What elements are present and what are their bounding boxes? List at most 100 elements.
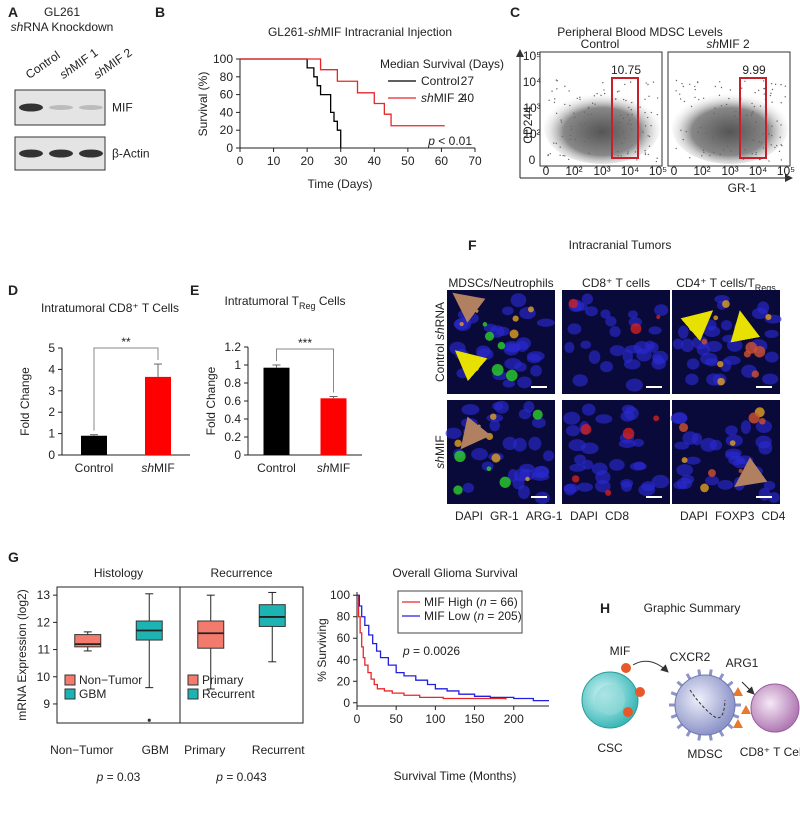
event <box>776 120 778 122</box>
panel-letter: E <box>190 282 199 298</box>
event <box>696 81 699 83</box>
event <box>689 157 691 159</box>
nucleus <box>680 338 695 353</box>
x-tick-label: Control <box>257 461 296 475</box>
gate-value: 9.99 <box>742 63 766 77</box>
y-axis-label: % Surviving <box>315 618 329 681</box>
summary-title: Graphic Summary <box>644 601 741 615</box>
micrograph <box>670 400 780 504</box>
event <box>621 142 623 145</box>
event <box>648 95 650 98</box>
y-tick-label: 80 <box>337 610 351 624</box>
band-label: MIF <box>112 101 133 115</box>
stain-spot <box>765 313 772 321</box>
y-tick-label: 10² <box>523 127 540 141</box>
legend-label: Non−Tumor <box>79 673 142 687</box>
event <box>648 135 651 138</box>
event <box>720 86 723 89</box>
nucleus <box>638 483 656 497</box>
annotation: p = 0.0026 <box>402 644 460 658</box>
nucleus <box>495 326 510 337</box>
nucleus <box>588 350 601 365</box>
y-tick-label: 40 <box>220 105 234 119</box>
mif-molecule <box>623 707 633 717</box>
chart-title-part: Intratumoral CD8⁺ T Cells <box>41 301 179 315</box>
nucleus <box>531 417 546 429</box>
survival-curve <box>240 58 445 127</box>
stain-spot <box>622 427 635 440</box>
event <box>644 149 646 152</box>
nucleus <box>609 459 625 471</box>
nucleus <box>681 474 695 485</box>
nucleus <box>574 454 587 465</box>
event <box>737 138 740 140</box>
chart-title: Intratumoral TReg Cells <box>224 294 345 311</box>
stain-spot <box>748 412 760 424</box>
legend-label: Control <box>421 74 460 88</box>
panel-letter: F <box>468 237 477 253</box>
event <box>712 135 714 137</box>
event <box>559 146 561 148</box>
group-title: Histology <box>94 566 143 580</box>
x-tick-label: 200 <box>504 712 524 726</box>
event <box>770 144 772 146</box>
nucleus <box>471 448 488 461</box>
stain-spot <box>745 341 758 354</box>
event <box>648 145 651 147</box>
event <box>636 159 638 161</box>
arg1-molecule <box>741 705 751 714</box>
event <box>569 104 571 107</box>
y-tick-label: 0 <box>529 153 536 167</box>
event <box>585 130 588 132</box>
stain-spot <box>679 422 689 433</box>
nucleus <box>563 411 581 425</box>
y-tick-label: 10⁵ <box>523 49 541 63</box>
stain-spot <box>454 450 466 463</box>
event <box>627 122 629 125</box>
event <box>694 85 696 88</box>
event <box>703 151 705 153</box>
row-label: Control shRNA <box>433 302 447 382</box>
stain-spot <box>717 361 724 368</box>
panel-letter: C <box>510 4 520 20</box>
chart-title: Intratumoral CD8⁺ T Cells <box>41 301 179 315</box>
event <box>784 85 787 87</box>
event <box>617 154 619 157</box>
nucleus <box>686 358 700 370</box>
event <box>714 107 716 109</box>
arrow <box>452 292 486 323</box>
group-title: Recurrence <box>210 566 272 580</box>
nucleus <box>685 373 699 386</box>
event <box>609 135 611 137</box>
y-tick-label: 100 <box>213 52 233 66</box>
y-tick-label: 20 <box>220 123 234 137</box>
plot-title: Control <box>581 37 620 51</box>
flow-title: Peripheral Blood MDSC Levels <box>557 25 722 39</box>
x-tick-label: 10⁴ <box>749 164 768 178</box>
y-tick-label: 40 <box>337 653 351 667</box>
event <box>622 98 625 101</box>
stain-spot <box>482 322 488 327</box>
stain-spot <box>525 476 530 482</box>
stain-spot <box>700 483 709 493</box>
x-tick-label: 10² <box>565 164 582 178</box>
event <box>753 128 755 131</box>
nucleus <box>600 309 611 319</box>
y-tick-label: 80 <box>220 70 234 84</box>
event <box>597 127 599 130</box>
nucleus <box>703 325 721 338</box>
event <box>630 123 632 126</box>
arg1-molecule <box>733 687 743 696</box>
event <box>634 151 637 153</box>
event <box>714 85 717 88</box>
event <box>702 149 705 152</box>
event <box>736 118 738 121</box>
stain-spot <box>486 466 492 472</box>
y-tick-label: 10³ <box>523 101 540 115</box>
event <box>774 146 776 149</box>
tcell <box>750 683 800 733</box>
event <box>784 96 786 98</box>
nucleus <box>627 310 638 319</box>
event <box>753 105 756 108</box>
stain-spot <box>454 439 462 448</box>
